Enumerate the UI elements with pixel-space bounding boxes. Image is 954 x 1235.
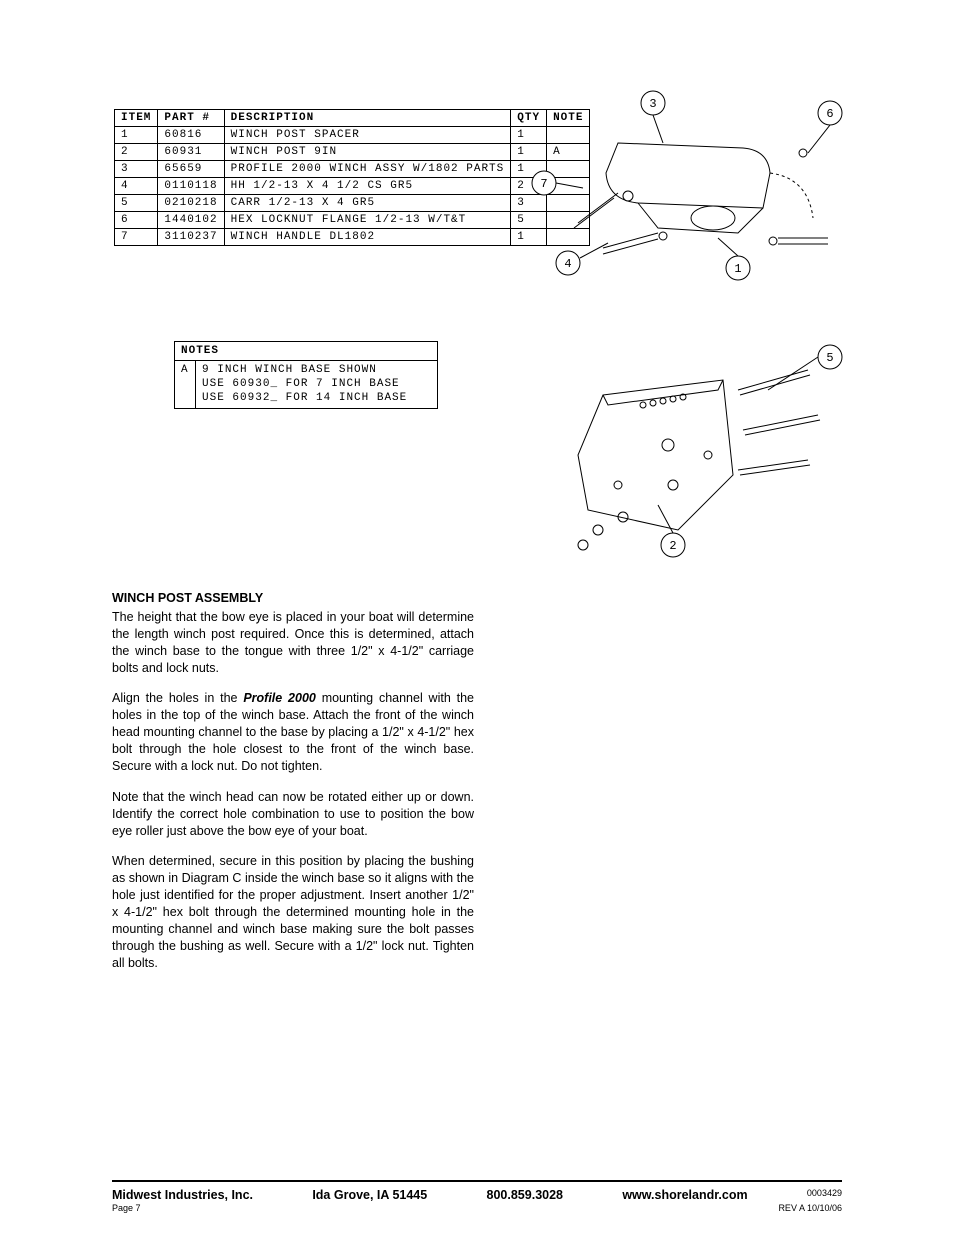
callout-label: 3	[649, 97, 656, 111]
table-cell: 3	[115, 161, 158, 178]
footer-company: Midwest Industries, Inc.	[112, 1188, 253, 1202]
p2-a: Align the holes in the	[112, 691, 243, 705]
footer-doc: 0003429	[807, 1188, 842, 1202]
footer-url: www.shorelandr.com	[622, 1188, 747, 1202]
callout-label: 4	[564, 257, 571, 271]
page: ITEM PART # DESCRIPTION QTY NOTE 160816W…	[0, 0, 954, 1235]
footer-rev: REV A 10/10/06	[778, 1203, 842, 1213]
table-cell: 4	[115, 178, 158, 195]
table-cell: 3110237	[158, 229, 224, 246]
footer: Midwest Industries, Inc. Ida Grove, IA 5…	[112, 1188, 842, 1213]
table-cell: HEX LOCKNUT FLANGE 1/2-13 W/T&T	[224, 212, 511, 229]
table-cell: PROFILE 2000 WINCH ASSY W/1802 PARTS	[224, 161, 511, 178]
footer-page: Page 7	[112, 1203, 141, 1213]
col-desc: DESCRIPTION	[224, 110, 511, 127]
col-item: ITEM	[115, 110, 158, 127]
callout-label: 6	[826, 107, 833, 121]
p2-product-name: Profile 2000	[243, 691, 316, 705]
paragraph-2: Align the holes in the Profile 2000 moun…	[112, 690, 474, 774]
paragraph-3: Note that the winch head can now be rota…	[112, 789, 474, 840]
table-cell: WINCH POST SPACER	[224, 127, 511, 144]
col-part: PART #	[158, 110, 224, 127]
callout-label: 1	[734, 262, 741, 276]
table-cell: 0110118	[158, 178, 224, 195]
notes-header: NOTES	[175, 342, 438, 361]
notes-key: A	[175, 361, 196, 409]
table-cell: 65659	[158, 161, 224, 178]
notes-line: 9 INCH WINCH BASE SHOWN	[202, 364, 377, 376]
notes-row: A 9 INCH WINCH BASE SHOWN USE 60930_ FOR …	[175, 361, 438, 409]
paragraph-4: When determined, secure in this position…	[112, 853, 474, 971]
table-cell: 0210218	[158, 195, 224, 212]
footer-phone: 800.859.3028	[487, 1188, 563, 1202]
notes-table: NOTES A 9 INCH WINCH BASE SHOWN USE 60930…	[174, 341, 438, 409]
table-cell: 60816	[158, 127, 224, 144]
table-cell: WINCH HANDLE DL1802	[224, 229, 511, 246]
callout-label: 5	[826, 351, 833, 365]
paragraph-1: The height that the bow eye is placed in…	[112, 609, 474, 677]
table-cell: 1	[115, 127, 158, 144]
table-cell: 1440102	[158, 212, 224, 229]
table-cell: HH 1/2-13 X 4 1/2 CS GR5	[224, 178, 511, 195]
footer-rule	[112, 1180, 842, 1182]
notes-line: USE 60932_ FOR 14 INCH BASE	[202, 392, 407, 404]
winch-assy-diagram: 1 3 4 6 7	[508, 88, 853, 288]
table-cell: 2	[115, 144, 158, 161]
notes-line: USE 60930_ FOR 7 INCH BASE	[202, 378, 400, 390]
section-heading: WINCH POST ASSEMBLY	[112, 590, 474, 607]
table-cell: 60931	[158, 144, 224, 161]
footer-city: Ida Grove, IA 51445	[312, 1188, 427, 1202]
table-cell: 6	[115, 212, 158, 229]
table-cell: WINCH POST 9IN	[224, 144, 511, 161]
notes-body: 9 INCH WINCH BASE SHOWN USE 60930_ FOR 7 …	[196, 361, 438, 409]
callout-label: 2	[669, 539, 676, 553]
winch-base-diagram: 25	[508, 335, 853, 565]
callout-label: 7	[540, 177, 547, 191]
table-cell: 7	[115, 229, 158, 246]
table-cell: CARR 1/2-13 X 4 GR5	[224, 195, 511, 212]
body-copy: WINCH POST ASSEMBLY The height that the …	[112, 590, 474, 986]
table-cell: 5	[115, 195, 158, 212]
